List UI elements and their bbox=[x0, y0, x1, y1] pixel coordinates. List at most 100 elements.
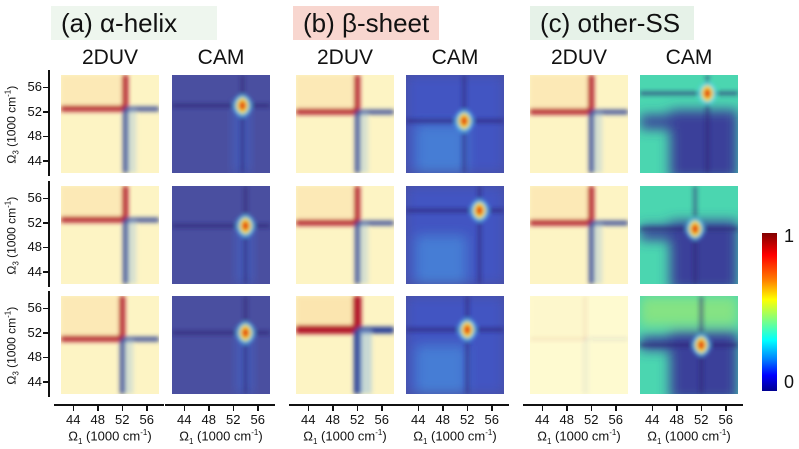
x-tick-label: 56 bbox=[608, 412, 623, 427]
group-title-c: (c) other-SS bbox=[530, 6, 694, 40]
y-tick-label: 44 bbox=[27, 373, 42, 389]
heatmap-panel-b-cam-r3 bbox=[406, 296, 504, 394]
x-tick bbox=[381, 405, 383, 411]
y-axis-line bbox=[48, 70, 50, 176]
x-tick-label: 48 bbox=[90, 412, 105, 427]
heatmap-panel-c-cam-r3 bbox=[640, 296, 738, 394]
x-tick bbox=[356, 405, 359, 411]
negative-peak bbox=[588, 222, 595, 284]
x-axis-line bbox=[633, 404, 743, 406]
x-tick bbox=[121, 405, 124, 411]
negative-peak bbox=[125, 217, 159, 223]
y-tick-label: 48 bbox=[27, 239, 42, 255]
x-tick-label: 56 bbox=[250, 412, 265, 427]
x-tick-label: 44 bbox=[177, 412, 192, 427]
positive-peak bbox=[588, 186, 595, 223]
y-tick-label: 48 bbox=[27, 128, 42, 144]
y-axis-line bbox=[48, 181, 50, 287]
x-tick bbox=[208, 405, 210, 411]
attention-peak bbox=[463, 324, 471, 335]
positive-peak bbox=[296, 325, 358, 334]
x-tick-label: 56 bbox=[139, 412, 154, 427]
x-tick bbox=[466, 405, 469, 411]
y-tick bbox=[43, 271, 49, 273]
x-tick-label: 52 bbox=[460, 412, 475, 427]
negative-peak bbox=[591, 220, 628, 226]
x-tick bbox=[257, 405, 259, 411]
positive-peak bbox=[584, 296, 586, 339]
positive-peak bbox=[122, 75, 129, 109]
y-tick bbox=[43, 307, 49, 310]
x-tick-label: 44 bbox=[411, 412, 426, 427]
attention-peak bbox=[703, 88, 711, 99]
x-tick-label: 52 bbox=[584, 412, 599, 427]
negative-peak bbox=[357, 220, 394, 226]
heatmap-panel-b-2duv-r2 bbox=[296, 186, 394, 284]
x-tick-label: 48 bbox=[201, 412, 216, 427]
positive-peak bbox=[296, 219, 358, 226]
y-axis-label: Ω3 (1000 cm-1) bbox=[3, 85, 21, 164]
x-tick-label: 56 bbox=[374, 412, 389, 427]
negative-peak bbox=[353, 329, 362, 394]
x-tick-label: 44 bbox=[535, 412, 550, 427]
column-title-c-cam: CAM bbox=[665, 46, 713, 69]
y-tick bbox=[43, 381, 49, 383]
x-tick bbox=[541, 405, 544, 411]
heatmap-panel-b-cam-r1 bbox=[406, 75, 504, 173]
x-axis-label: Ω1 (1000 cm-1) bbox=[537, 428, 621, 446]
x-tick-label: 44 bbox=[645, 412, 660, 427]
x-tick-label: 44 bbox=[301, 412, 316, 427]
positive-peak bbox=[296, 108, 358, 115]
y-tick-label: 44 bbox=[27, 263, 42, 279]
negative-peak bbox=[122, 108, 129, 173]
x-tick bbox=[590, 405, 593, 411]
x-tick bbox=[332, 405, 334, 411]
colorbar bbox=[762, 233, 777, 391]
negative-peak bbox=[584, 338, 586, 394]
y-tick bbox=[43, 222, 49, 224]
positive-peak bbox=[61, 105, 126, 112]
heatmap-panel-c-2duv-r3 bbox=[530, 296, 628, 394]
x-tick bbox=[146, 405, 148, 411]
negative-peak bbox=[125, 106, 159, 112]
negative-peak bbox=[122, 219, 129, 284]
x-axis-line bbox=[165, 404, 275, 406]
heatmap-background bbox=[172, 186, 270, 284]
positive-peak bbox=[530, 338, 586, 340]
positive-peak bbox=[530, 219, 592, 226]
heatmap-panel-c-2duv-r2 bbox=[530, 186, 628, 284]
x-tick bbox=[442, 405, 444, 411]
heatmap-panel-c-2duv-r1 bbox=[530, 75, 628, 173]
heatmap-background bbox=[172, 296, 270, 394]
y-tick bbox=[43, 111, 49, 113]
x-axis-line bbox=[54, 404, 164, 406]
x-tick bbox=[417, 405, 420, 411]
group-title-b: (b) β-sheet bbox=[293, 6, 439, 40]
y-tick-label: 52 bbox=[27, 103, 42, 119]
x-tick-label: 52 bbox=[226, 412, 241, 427]
heatmap-panel-a-cam-r2 bbox=[172, 186, 270, 284]
attention-peak bbox=[691, 223, 699, 234]
attention-peak bbox=[460, 115, 468, 126]
x-tick bbox=[307, 405, 310, 411]
attention-peak bbox=[242, 327, 249, 338]
attention-peak bbox=[697, 340, 705, 350]
group-title-a: (a) α-helix bbox=[51, 6, 217, 40]
x-tick-label: 56 bbox=[718, 412, 733, 427]
heatmap-panel-b-2duv-r3 bbox=[296, 296, 394, 394]
column-title-b-cam: CAM bbox=[431, 46, 479, 69]
y-tick bbox=[43, 246, 49, 249]
negative-peak bbox=[357, 109, 394, 115]
y-tick-label: 52 bbox=[27, 214, 42, 230]
x-tick-label: 52 bbox=[694, 412, 709, 427]
column-title-a-cam: CAM bbox=[197, 46, 245, 69]
y-tick-label: 56 bbox=[27, 79, 42, 95]
x-tick bbox=[676, 405, 678, 411]
heatmap-panel-a-cam-r1 bbox=[172, 75, 270, 173]
heatmap-panel-b-cam-r2 bbox=[406, 186, 504, 284]
y-tick-label: 56 bbox=[27, 190, 42, 206]
negative-peak bbox=[122, 336, 159, 342]
negative-peak bbox=[357, 326, 394, 334]
x-tick bbox=[183, 405, 186, 411]
x-tick-label: 48 bbox=[559, 412, 574, 427]
